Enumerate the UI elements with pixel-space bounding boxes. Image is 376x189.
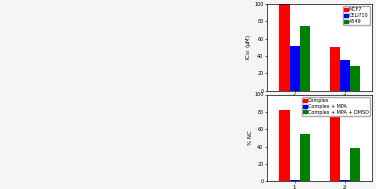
- Legend: Complex, Complex + MPA, Complex + MPA + DMSO: Complex, Complex + MPA, Complex + MPA + …: [302, 97, 370, 116]
- Bar: [330, 47, 340, 91]
- Bar: [350, 148, 360, 181]
- Bar: [350, 66, 360, 91]
- Bar: [279, 110, 290, 181]
- Bar: [300, 134, 309, 181]
- Y-axis label: IC$_{50}$ (μM): IC$_{50}$ (μM): [244, 34, 253, 60]
- Bar: [300, 26, 309, 91]
- Bar: [279, 4, 290, 91]
- Bar: [330, 109, 340, 181]
- Y-axis label: % NC: % NC: [248, 131, 253, 145]
- Legend: MCF7, CELI?10, A549: MCF7, CELI?10, A549: [343, 6, 370, 25]
- Bar: [340, 180, 350, 181]
- Bar: [290, 180, 300, 181]
- Bar: [290, 46, 300, 91]
- Bar: [340, 60, 350, 91]
